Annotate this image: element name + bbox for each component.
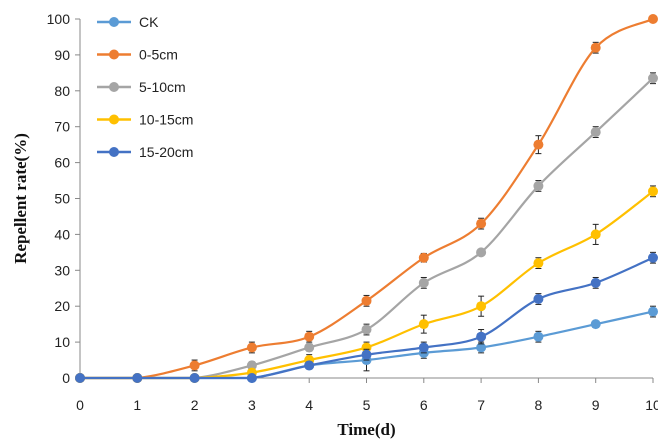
axes: 0 10 20 30 40 50 60 70 80 90 100 0 1 2 3 4 5 6 7 8 9 10 <box>47 11 658 413</box>
y-tick-label: 90 <box>54 47 70 63</box>
series-15-20cm <box>75 251 658 383</box>
x-tick-label: 2 <box>191 397 199 413</box>
data-point <box>590 319 601 330</box>
legend-item-CK: CK <box>97 14 159 30</box>
data-point <box>75 373 85 383</box>
y-tick-label: 100 <box>47 11 71 27</box>
y-axis-title: Repellent rate(%) <box>11 133 30 264</box>
legend-label: CK <box>139 14 159 30</box>
y-tick-label: 60 <box>54 155 70 171</box>
x-axis-title: Time(d) <box>337 420 395 439</box>
y-tick-label: 20 <box>54 298 70 314</box>
data-point <box>189 360 200 371</box>
x-tick-label: 0 <box>76 397 84 413</box>
data-point <box>132 373 143 383</box>
data-point <box>648 73 658 84</box>
data-point <box>304 331 315 342</box>
x-tick-label: 3 <box>248 397 256 413</box>
data-point <box>648 14 658 24</box>
series-line <box>79 17 654 380</box>
y-tick-label: 70 <box>54 119 70 135</box>
y-tick-label: 40 <box>54 226 70 242</box>
x-tick-label: 1 <box>133 397 141 413</box>
legend-label: 0-5cm <box>139 47 178 63</box>
data-point <box>533 139 544 150</box>
data-point <box>418 252 429 263</box>
data-point <box>418 319 429 330</box>
legend-marker <box>109 82 119 92</box>
data-point <box>189 373 200 383</box>
x-tick-label: 4 <box>305 397 313 413</box>
data-point <box>418 277 429 288</box>
y-tick-label: 10 <box>54 334 70 350</box>
data-point <box>533 180 544 191</box>
legend-item-0-5cm: 0-5cm <box>97 47 178 63</box>
legend-item-5-10cm: 5-10cm <box>97 79 186 95</box>
data-point <box>476 301 487 312</box>
legend-marker <box>109 49 119 60</box>
data-point <box>476 247 487 258</box>
data-point <box>648 252 658 263</box>
data-point <box>418 342 429 353</box>
x-tick-label: 6 <box>420 397 428 413</box>
data-point <box>476 331 487 342</box>
legend: CK 0-5cm 5-10cm 10-15cm 15-20cm <box>97 14 193 160</box>
y-tick-label: 0 <box>62 370 70 386</box>
data-point <box>590 229 601 240</box>
data-point <box>648 186 658 197</box>
data-point <box>533 294 544 305</box>
legend-item-10-15cm: 10-15cm <box>97 112 193 128</box>
x-tick-label: 9 <box>592 397 600 413</box>
legend-marker <box>109 17 119 27</box>
x-tick-label: 5 <box>363 397 371 413</box>
y-tick-label: 80 <box>54 83 70 99</box>
data-point <box>476 342 487 353</box>
data-point <box>246 342 257 353</box>
data-point <box>533 258 544 269</box>
data-point <box>590 127 601 138</box>
data-point <box>476 218 487 229</box>
data-point <box>304 342 315 353</box>
data-point <box>533 331 544 342</box>
y-tick-label: 30 <box>54 262 70 278</box>
legend-marker <box>109 114 119 125</box>
data-point <box>590 42 601 53</box>
data-point <box>648 306 658 317</box>
legend-label: 10-15cm <box>139 112 193 128</box>
data-point <box>361 295 372 306</box>
legend-label: 15-20cm <box>139 144 193 160</box>
legend-marker <box>109 147 119 157</box>
data-point <box>590 277 601 288</box>
x-tick-label: 7 <box>477 397 485 413</box>
legend-label: 5-10cm <box>139 79 186 95</box>
x-tick-label: 8 <box>535 397 543 413</box>
data-point <box>361 342 372 353</box>
data-point <box>246 360 257 371</box>
data-point <box>246 373 257 383</box>
x-tick-label: 10 <box>645 397 658 413</box>
legend-item-15-20cm: 15-20cm <box>97 144 193 160</box>
data-point <box>361 349 372 360</box>
y-tick-label: 50 <box>54 191 70 207</box>
data-point <box>361 324 372 335</box>
data-point <box>304 360 315 371</box>
series-layer <box>75 14 658 383</box>
